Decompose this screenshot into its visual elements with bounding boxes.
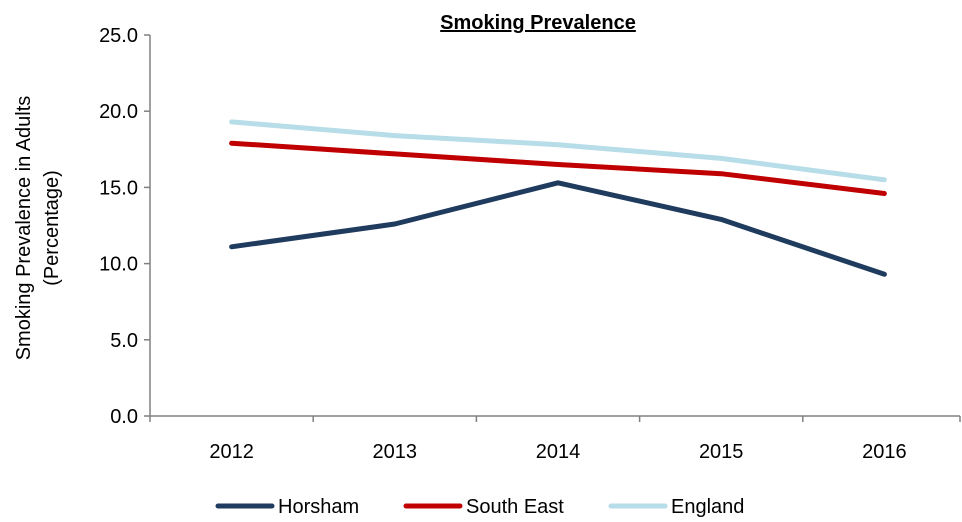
x-tick-label: 2016 bbox=[862, 441, 907, 463]
legend-label: Horsham bbox=[278, 496, 359, 518]
x-axis: 2012 2013 2014 2015 2016 bbox=[149, 415, 961, 463]
y-axis-title-line-1: Smoking Prevalence in Adults bbox=[13, 96, 35, 361]
x-tick-label: 2015 bbox=[699, 441, 744, 463]
y-tick-label: 25.0 bbox=[99, 25, 138, 47]
y-tick-label: 20.0 bbox=[99, 101, 138, 123]
legend: Horsham South East England bbox=[215, 496, 744, 518]
y-axis-title-line-2: (Percentage) bbox=[41, 170, 63, 286]
y-axis-title: Smoking Prevalence in Adults (Percentage… bbox=[13, 96, 63, 361]
y-tick-label: 5.0 bbox=[110, 330, 138, 352]
chart-title: Smoking Prevalence bbox=[440, 12, 636, 34]
y-tick-label: 10.0 bbox=[99, 254, 138, 276]
x-tick-label: 2014 bbox=[536, 441, 581, 463]
y-axis: 0.0 5.0 10.0 15.0 20.0 25.0 bbox=[99, 25, 151, 428]
y-tick-label: 15.0 bbox=[99, 177, 138, 199]
x-tick-label: 2013 bbox=[373, 441, 418, 463]
series-line-england bbox=[229, 119, 887, 183]
series-line-horsham bbox=[229, 180, 887, 277]
x-tick-label: 2012 bbox=[209, 441, 254, 463]
y-tick-label: 0.0 bbox=[110, 406, 138, 428]
series-line-south-east bbox=[229, 140, 887, 196]
plot-lines bbox=[229, 119, 887, 277]
legend-label: South East bbox=[466, 496, 564, 518]
legend-label: England bbox=[671, 496, 744, 518]
